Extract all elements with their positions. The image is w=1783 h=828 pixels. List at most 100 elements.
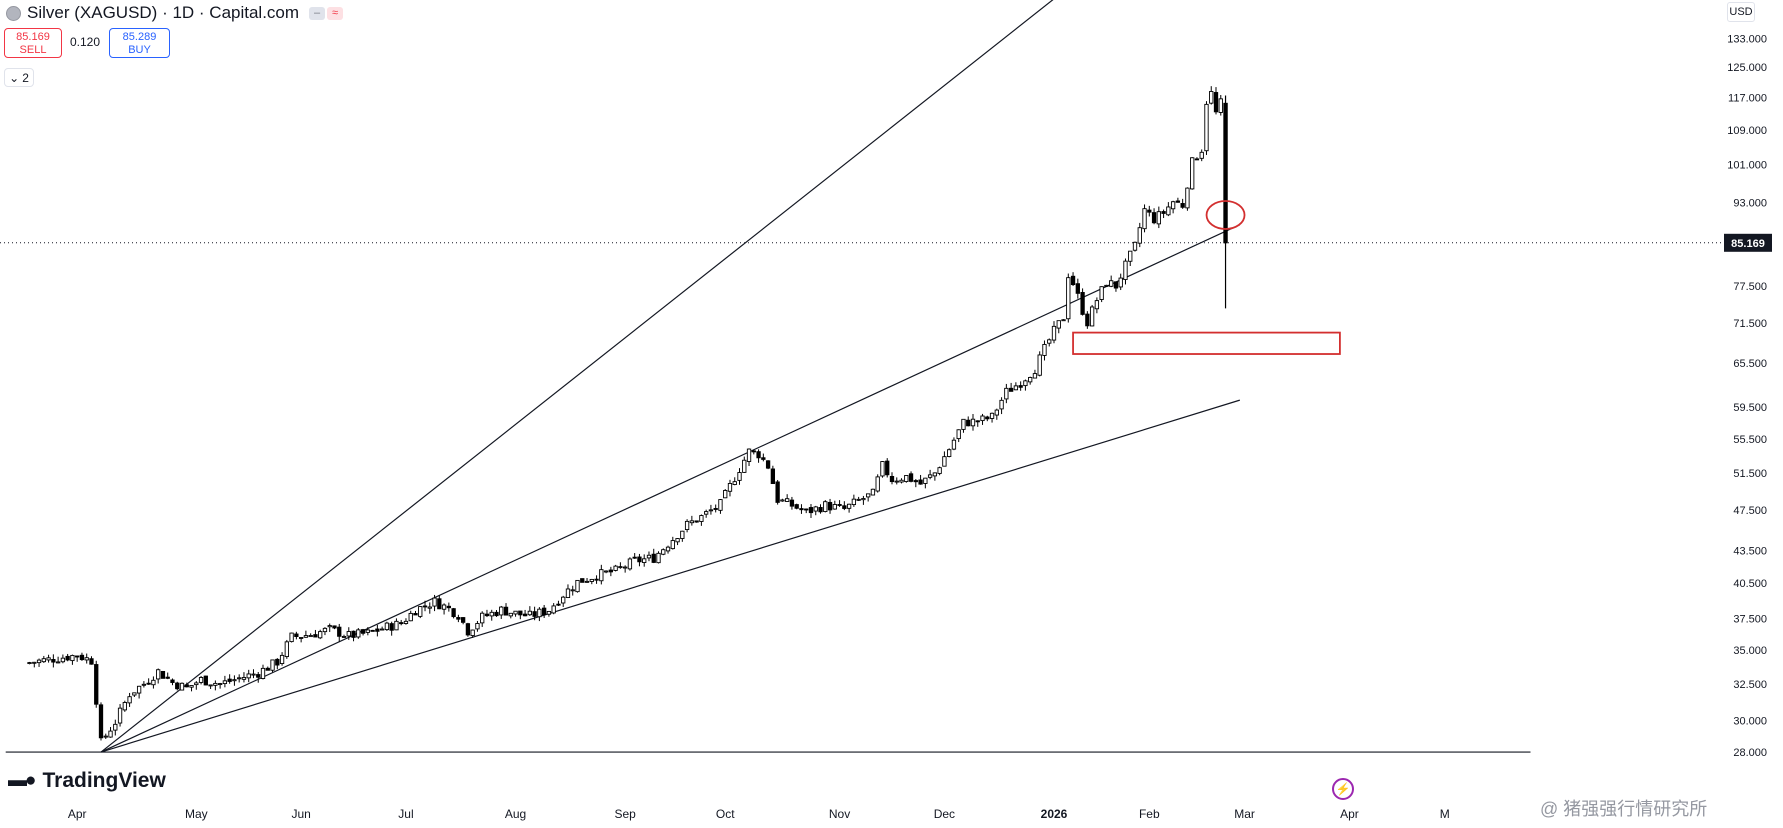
candle-body xyxy=(994,409,999,416)
candle xyxy=(1113,281,1119,292)
buy-label: BUY xyxy=(128,44,151,56)
y-tick-label: 28.000 xyxy=(1733,747,1767,759)
candle xyxy=(918,474,923,485)
candle-body xyxy=(384,622,390,631)
candle-body xyxy=(684,520,690,531)
current-price-tag xyxy=(1724,233,1772,252)
candle-body xyxy=(141,683,147,686)
candle-body xyxy=(1023,380,1028,387)
candle-body xyxy=(927,474,933,478)
candle-body xyxy=(46,657,51,661)
candle xyxy=(951,437,957,451)
candle-body xyxy=(808,507,814,514)
symbol-header[interactable]: Silver (XAGUSD) · 1D · Capital.com – ≈ xyxy=(6,3,344,23)
candle xyxy=(880,461,885,478)
candle xyxy=(1147,205,1152,217)
candle xyxy=(418,606,423,619)
candle xyxy=(1128,250,1133,266)
candle-body xyxy=(513,610,518,615)
minus-icon[interactable]: – xyxy=(309,6,326,20)
candle xyxy=(1037,351,1042,377)
x-tick-label: M xyxy=(1440,807,1450,821)
candle xyxy=(1089,304,1095,327)
candle-body xyxy=(189,685,194,688)
candle xyxy=(623,565,628,573)
candle xyxy=(832,500,837,510)
candle-body xyxy=(956,429,961,440)
candle-body xyxy=(484,613,490,617)
candle xyxy=(389,621,394,636)
candle xyxy=(804,508,809,514)
candle-body xyxy=(1175,200,1181,203)
candle xyxy=(365,627,370,636)
candle-body xyxy=(160,670,166,679)
candle xyxy=(208,684,213,690)
candle-body xyxy=(642,558,647,563)
candle-body xyxy=(1166,206,1171,216)
candle-body xyxy=(665,546,671,552)
candle xyxy=(923,477,928,489)
candle-body xyxy=(279,654,285,665)
candle-body xyxy=(89,658,94,665)
candle xyxy=(775,479,780,505)
y-tick-label: 55.500 xyxy=(1733,434,1767,446)
candle-body xyxy=(861,498,866,501)
x-tick-label: Feb xyxy=(1139,807,1160,821)
candle xyxy=(885,458,890,478)
x-tick-label: Mar xyxy=(1234,807,1255,821)
candle xyxy=(785,494,790,502)
candle-body xyxy=(999,399,1004,410)
candle-body xyxy=(427,606,432,609)
candle xyxy=(789,496,795,510)
candle xyxy=(198,675,204,685)
candle xyxy=(894,477,899,485)
candle xyxy=(260,664,266,680)
spread-value: 0.120 xyxy=(70,35,101,49)
y-tick-label: 47.500 xyxy=(1733,505,1767,517)
candle xyxy=(927,469,933,480)
y-tick-label: 101.000 xyxy=(1727,160,1767,172)
candle xyxy=(727,479,733,497)
candle xyxy=(1094,297,1100,314)
candle-body xyxy=(818,507,823,513)
candle xyxy=(165,672,170,680)
header-toggle-group[interactable]: – ≈ xyxy=(309,6,344,20)
y-tick-label: 59.500 xyxy=(1733,402,1767,414)
candle-body xyxy=(370,629,375,632)
candle-body xyxy=(1099,286,1104,300)
candle-body xyxy=(1151,212,1157,224)
y-tick-label: 51.500 xyxy=(1733,468,1767,480)
x-tick-label: Aug xyxy=(505,807,526,821)
candle-body xyxy=(84,657,89,661)
sell-button[interactable]: 85.169 SELL xyxy=(4,28,62,58)
tradingview-logo[interactable]: ▬● TradingView xyxy=(8,768,166,794)
candle xyxy=(213,680,218,691)
candle-body xyxy=(198,677,204,683)
candle xyxy=(713,504,718,513)
candle xyxy=(770,465,776,485)
candle xyxy=(184,682,189,688)
candle xyxy=(837,500,842,507)
candle-body xyxy=(1137,227,1142,244)
indicators-collapse-button[interactable]: ⌄ 2 xyxy=(4,68,34,87)
candle-body xyxy=(1123,260,1128,280)
lightning-icon[interactable]: ⚡ xyxy=(1332,778,1354,800)
candle-body xyxy=(794,504,799,509)
candle-body xyxy=(346,631,351,637)
candle xyxy=(384,621,390,631)
candle xyxy=(46,654,51,663)
candle xyxy=(1008,382,1014,392)
candle xyxy=(275,658,280,670)
candle xyxy=(1018,381,1023,391)
candle xyxy=(494,610,499,617)
approx-icon[interactable]: ≈ xyxy=(327,6,344,20)
candle-body xyxy=(646,554,652,559)
candle xyxy=(1204,101,1209,155)
currency-selector[interactable]: USD xyxy=(1727,2,1755,22)
candle-body xyxy=(746,448,752,462)
buy-button[interactable]: 85.289 BUY xyxy=(109,28,170,58)
candle-body xyxy=(1004,387,1009,400)
candle xyxy=(694,520,699,523)
candle xyxy=(680,530,685,542)
